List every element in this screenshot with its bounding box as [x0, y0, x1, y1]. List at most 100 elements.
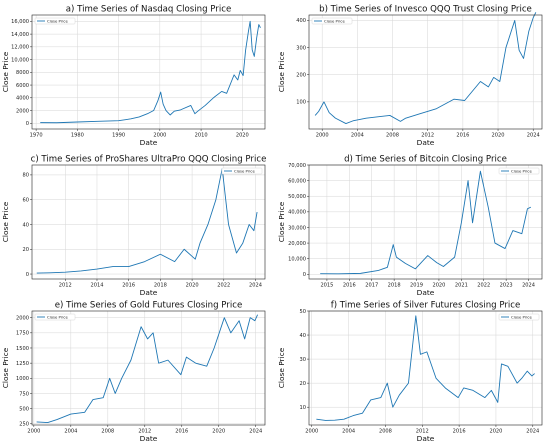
legend: Close Price	[34, 17, 76, 25]
x-tick-label: 2018	[154, 283, 167, 289]
y-tick-label: 0	[26, 121, 29, 127]
plot-area	[32, 15, 265, 129]
x-tick-label: 2016	[456, 133, 469, 139]
series-line-1	[314, 12, 537, 125]
x-tick-label: 2000	[316, 133, 329, 139]
x-tick-label: 2012	[138, 429, 151, 435]
y-tick-label: 40,000	[288, 210, 306, 216]
legend-box	[311, 17, 353, 25]
x-tick-label: 2016	[175, 429, 188, 435]
y-tick-label: 250	[19, 422, 29, 428]
y-tick-label: 1500	[16, 346, 29, 352]
x-tick-label: 2020	[489, 429, 502, 435]
y-tick-label: 60,000	[288, 178, 306, 184]
chart-title: d) Time Series of Bitcoin Closing Price	[344, 155, 507, 165]
x-tick-label: 2004	[351, 133, 364, 139]
series-line-1	[316, 315, 535, 421]
y-tick-label: 30,000	[288, 225, 306, 231]
legend-label: Close Price	[511, 168, 532, 173]
y-tick-label: 6000	[16, 83, 29, 89]
y-axis-label: Close Price	[1, 201, 10, 242]
x-tick-label: 2020	[236, 133, 249, 139]
y-tick-label: 1000	[16, 376, 29, 382]
y-tick-label: 4000	[16, 96, 29, 102]
x-tick-label: 2020	[186, 283, 199, 289]
y-tick-label: 1250	[16, 361, 29, 367]
x-axis-label: Date	[140, 138, 158, 147]
x-tick-label: 2012	[421, 133, 434, 139]
y-tick-label: 10,000	[288, 256, 306, 262]
x-tick-label: 2000	[153, 133, 166, 139]
series-line-1	[36, 168, 258, 274]
y-tick-label: 10,000	[11, 57, 29, 63]
legend-box	[498, 167, 540, 175]
plot-frame	[308, 14, 543, 130]
y-tick-label: 50,000	[288, 194, 306, 200]
x-axis-label: Date	[417, 434, 435, 443]
x-axis-label: Date	[140, 434, 158, 443]
y-tick-label: 40	[23, 222, 29, 228]
legend-label: Close Price	[234, 168, 255, 173]
legend: Close Price	[34, 313, 76, 321]
x-tick-label: 2016	[122, 283, 135, 289]
x-axis-label: Date	[140, 288, 158, 297]
chart-title: e) Time Series of Gold Futures Closing P…	[55, 301, 242, 311]
x-tick-label: 2008	[379, 429, 392, 435]
x-tick-label: 2022	[477, 283, 490, 289]
legend-label: Close Price	[511, 314, 532, 319]
legend: Close Price	[311, 17, 353, 25]
chart-panel-1: 1970 1980 1990 2000 2010 2020 0 2000 4000 6000 800…	[1, 5, 266, 147]
x-tick-label: 1970	[30, 133, 43, 139]
y-tick-label: 20	[300, 381, 306, 387]
x-tick-label: 2012	[59, 283, 72, 289]
x-tick-label: 2023	[500, 283, 513, 289]
y-tick-label: 8000	[16, 70, 29, 76]
y-tick-label: 2000	[16, 108, 29, 114]
chart-title: b) Time Series of Invesco QQQ Trust Clos…	[319, 5, 532, 15]
y-tick-label: 60	[23, 197, 29, 203]
x-tick-label: 1990	[112, 133, 125, 139]
x-tick-label: 2024	[526, 429, 539, 435]
x-tick-label: 2008	[386, 133, 399, 139]
y-axis-label: Close Price	[1, 51, 10, 92]
plot-area	[309, 311, 542, 425]
y-tick-label: 300	[296, 45, 306, 51]
chart-title: c) Time Series of ProShares UltraPro QQQ…	[31, 155, 267, 165]
chart-panel-5: 2000 2004 2008 2012 2016 2020 2024 250 500 750 100…	[1, 301, 266, 443]
y-tick-label: 70,000	[288, 163, 306, 169]
plot-area	[32, 311, 265, 425]
x-tick-label: 2018	[388, 283, 401, 289]
y-tick-label: 750	[19, 391, 29, 397]
chart-panel-2: 2000 2004 2008 2012 2016 2020 2024 100 200 300 400…	[277, 5, 543, 147]
y-tick-label: 0	[26, 272, 29, 278]
x-tick-label: 2024	[249, 429, 262, 435]
chart-title: f) Time Series of Silver Futures Closing…	[331, 301, 521, 311]
y-tick-label: 30	[300, 357, 306, 363]
y-tick-label: 14,000	[11, 32, 29, 38]
x-tick-label: 2016	[343, 283, 356, 289]
x-tick-label: 1980	[71, 133, 84, 139]
legend-box	[498, 313, 540, 321]
legend: Close Price	[498, 167, 540, 175]
y-tick-label: 10	[300, 405, 306, 411]
y-axis-label: Close Price	[277, 347, 286, 388]
chart-panel-6: 2000 2004 2008 2012 2016 2020 2024 10 20 30 40 50 Cl…	[277, 301, 543, 443]
y-tick-label: 400	[296, 18, 306, 24]
legend-label: Close Price	[47, 314, 68, 319]
y-tick-label: 16,000	[11, 19, 29, 25]
plot-area	[309, 165, 542, 279]
x-tick-label: 2020	[492, 133, 505, 139]
chart-panel-4: 2015 2016 2017 2018 2019 2020 2021 2022 2023 2024…	[277, 155, 543, 297]
chart-panel-3: 2012 2014 2016 2018 2020 2022 2024 0 20 40 60 80 Clo…	[1, 155, 266, 298]
y-tick-label: 20,000	[288, 241, 306, 247]
x-tick-label: 2024	[249, 283, 262, 289]
x-tick-label: 2010	[195, 133, 208, 139]
y-tick-label: 0	[303, 272, 306, 278]
legend: Close Price	[221, 167, 263, 175]
plot-frame	[308, 310, 543, 426]
y-axis-label: Close Price	[277, 51, 286, 92]
x-tick-label: 2015	[320, 283, 333, 289]
x-tick-label: 2020	[212, 429, 225, 435]
y-tick-label: 1750	[16, 331, 29, 337]
